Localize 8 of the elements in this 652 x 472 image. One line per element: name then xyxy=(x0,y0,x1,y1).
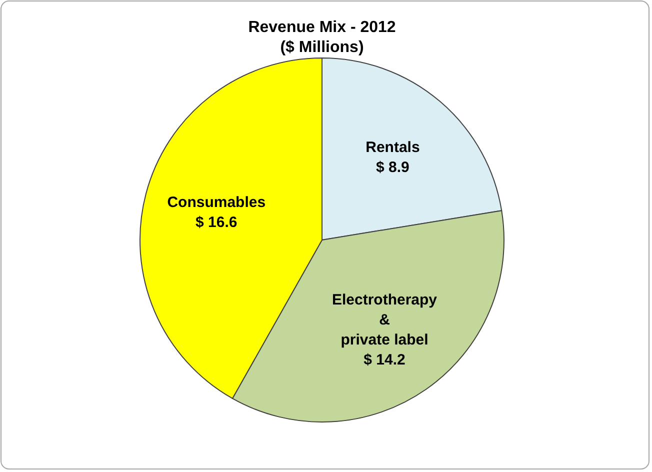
slice-label: Electrotherapy & private label xyxy=(332,292,438,349)
slice-label: Consumables xyxy=(167,194,266,212)
chart-subtitle: ($ Millions) xyxy=(280,39,364,56)
chart-title: Revenue Mix - 2012 xyxy=(248,19,396,36)
data-label: $ 14.2 xyxy=(364,352,406,369)
data-label: $ 16.6 xyxy=(196,214,238,232)
slice-label: Rentals xyxy=(366,138,420,156)
data-label: $ 8.9 xyxy=(376,158,410,176)
